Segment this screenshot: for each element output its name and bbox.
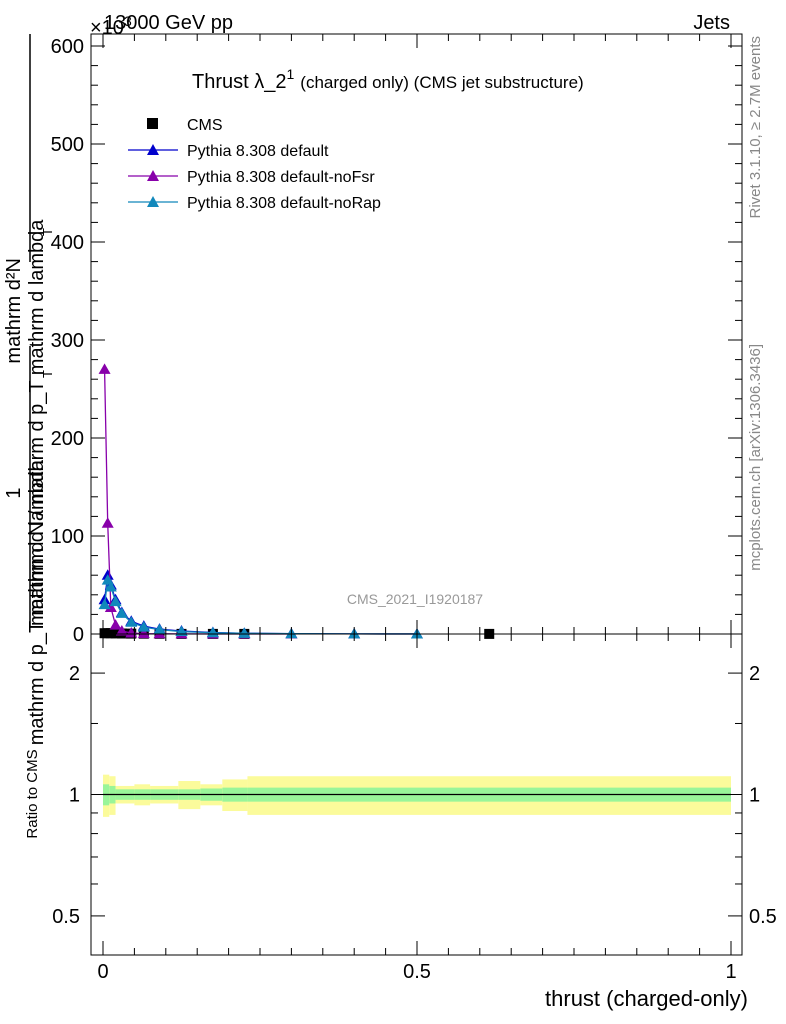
- title-sup: 1: [286, 66, 294, 82]
- data-point-nofsr: [104, 601, 117, 613]
- xtick-label: 1: [725, 961, 736, 983]
- series-line-nofsr: [103, 369, 292, 635]
- data-point-norap: [137, 621, 150, 632]
- ratio-ytick-label: 2: [69, 663, 80, 685]
- ratio-ytick-label-right: 1: [749, 785, 760, 807]
- rivet-label: Rivet 3.1.10, ≥ 2.7M events: [747, 36, 764, 219]
- mcplots-label: mcplots.cern.ch [arXiv:1306.3436]: [747, 344, 764, 571]
- ylabel-top-sub: T: [40, 228, 55, 236]
- header-right: Jets: [693, 12, 730, 34]
- xlabel: thrust (charged-only): [545, 986, 748, 1011]
- main-ylabel: mathrm d²N mathrm d p_T mathrm d lambda …: [3, 34, 55, 745]
- chart-title: Thrust λ_21 (charged only) (CMS jet subst…: [192, 66, 584, 93]
- data-point-norap: [104, 580, 117, 592]
- ratio-ytick-label: 0.5: [52, 906, 80, 928]
- main-ytick-label: 0: [73, 624, 84, 646]
- ratio-bands: [103, 774, 731, 817]
- watermark: CMS_2021_I1920187: [347, 591, 483, 607]
- data-point-norap: [109, 595, 122, 607]
- ylabel-top-b: mathrm d p_T mathrm d lambda: [26, 459, 48, 745]
- data-point-norap: [175, 625, 188, 637]
- xtick-label: 0.5: [403, 961, 431, 983]
- main-ytick-label: 400: [51, 232, 84, 254]
- legend-label-nofsr: Pythia 8.308 default-noFsr: [187, 169, 375, 186]
- ylabel-one: 1: [3, 487, 25, 498]
- data-point-nofsr: [115, 625, 128, 636]
- data-point-cms: [110, 628, 121, 639]
- data-point-nofsr: [101, 517, 114, 528]
- title-rest: (charged only) (CMS jet substructure): [300, 73, 583, 92]
- legend-label-default: Pythia 8.308 default: [187, 143, 329, 160]
- main-ytick-label: 300: [51, 330, 84, 352]
- data-point-norap: [206, 626, 219, 638]
- data-point-norap: [115, 607, 128, 618]
- xtick-label: 0: [97, 961, 108, 983]
- title-main: Thrust λ_2: [192, 71, 286, 93]
- ratio-frame: [90, 633, 743, 956]
- main-ytick-label: 200: [51, 428, 84, 450]
- ratio-ytick-label-right: 2: [749, 663, 760, 685]
- legend-marker-cms: [147, 118, 158, 129]
- main-ytick-label: 600: [51, 36, 84, 58]
- data-point-norap: [125, 616, 138, 627]
- ylabel-bottom-sub: T: [40, 370, 55, 378]
- data-point-nofsr: [98, 363, 111, 374]
- legend-marker-nofsr: [147, 170, 159, 181]
- main-ytick-label: 500: [51, 134, 84, 156]
- ratio-ytick-label-right: 0.5: [749, 906, 777, 928]
- legend-marker-default: [147, 144, 159, 155]
- data-point-norap: [98, 598, 111, 610]
- legend-label-cms: CMS: [187, 117, 223, 134]
- ratio-ytick-label: 1: [69, 785, 80, 807]
- legend-label-norap: Pythia 8.308 default-noRap: [187, 195, 381, 212]
- header-left: 13000 GeV pp: [104, 12, 233, 34]
- legend-marker-norap: [147, 196, 159, 207]
- exponent-label: ×103: [90, 13, 132, 39]
- series-line-norap: [103, 577, 418, 635]
- data-point-norap: [153, 623, 166, 635]
- exponent-base: ×10: [90, 17, 124, 39]
- data-point-nofsr: [137, 627, 150, 639]
- legend: CMS Pythia 8.308 default Pythia 8.308 defa…: [128, 117, 381, 212]
- data-point-norap: [238, 627, 251, 638]
- ylabel-top: mathrm d²N: [3, 258, 25, 364]
- ratio-ylabel: Ratio to CMS: [24, 749, 41, 838]
- ylabel-bottom: mathrm d N / mathrm d p_T mathrm d lambd…: [26, 219, 48, 626]
- axes-ticks: 0 100 200 300 400 500 600 0.5 0.5 1 1 2 2 0 0.5 1: [51, 34, 777, 983]
- main-ytick-label: 100: [51, 526, 84, 548]
- exponent-sup: 3: [124, 13, 132, 29]
- data-point-nofsr: [109, 619, 122, 630]
